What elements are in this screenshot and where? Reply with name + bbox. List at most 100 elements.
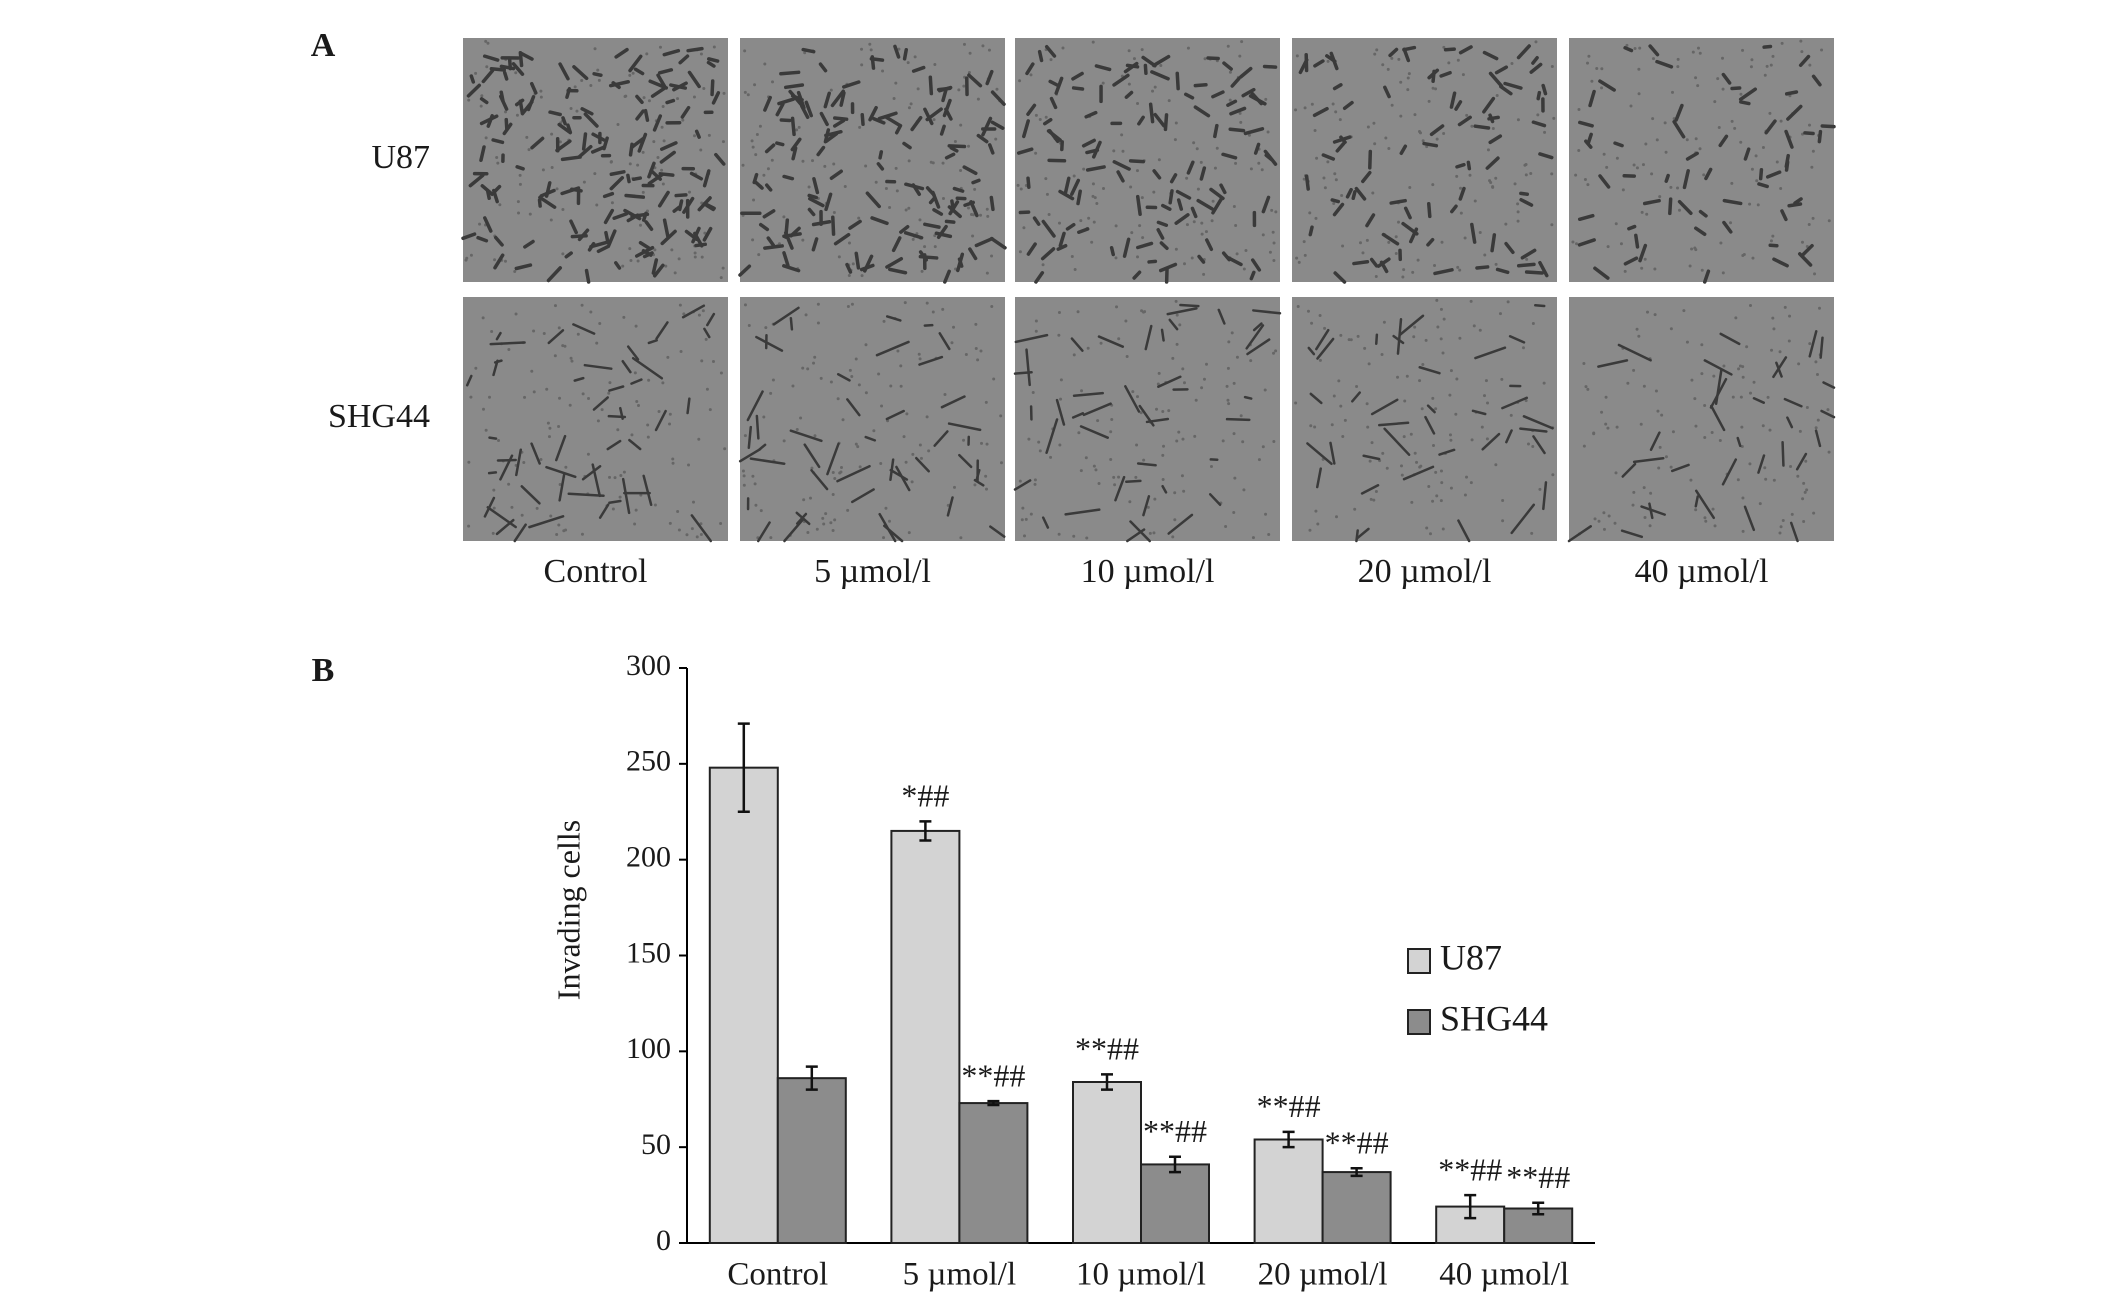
cell: [609, 176, 625, 191]
pore: [1669, 327, 1673, 331]
pore: [1390, 103, 1394, 107]
pore: [467, 460, 471, 464]
cell: [1764, 119, 1777, 135]
cell: [1071, 86, 1085, 91]
pore: [985, 207, 989, 211]
pore: [1113, 483, 1117, 487]
pore: [1772, 327, 1776, 331]
cell: [502, 122, 513, 136]
x-tick-label: 20 µmol/l: [1258, 1257, 1388, 1293]
pore: [542, 331, 546, 335]
cell: [1022, 119, 1030, 139]
pore: [1600, 410, 1604, 414]
pore: [1536, 113, 1540, 117]
pore: [1478, 328, 1482, 332]
pore: [813, 355, 817, 359]
pore: [1716, 77, 1720, 81]
pore: [1402, 435, 1406, 439]
pore: [607, 391, 611, 395]
pore: [959, 168, 963, 172]
pore: [1741, 529, 1745, 533]
pore: [1550, 223, 1554, 227]
pore: [518, 182, 522, 186]
cell: [1225, 417, 1251, 422]
pore: [1332, 394, 1336, 398]
pore: [1114, 256, 1118, 260]
pore: [888, 205, 892, 209]
pore: [904, 460, 908, 464]
pore: [1803, 490, 1807, 494]
cell: [911, 65, 926, 73]
cell: [523, 239, 535, 249]
cell: [1167, 513, 1194, 535]
cell: [1718, 134, 1729, 148]
cell: [1454, 100, 1463, 111]
micrograph-bg: [463, 297, 728, 541]
pore: [782, 215, 786, 219]
pore: [836, 397, 840, 401]
pore: [1018, 479, 1022, 483]
cell: [1598, 79, 1616, 92]
cell: [546, 266, 563, 283]
cell: [1370, 398, 1399, 416]
pore: [646, 435, 650, 439]
cell: [1228, 127, 1246, 133]
pore: [1694, 508, 1698, 512]
cell: [674, 193, 688, 198]
pore: [695, 535, 699, 539]
cell: [1261, 195, 1271, 214]
pore: [532, 390, 536, 394]
cell: [561, 116, 567, 126]
cell: [631, 176, 642, 182]
pore: [624, 94, 628, 98]
pore: [1632, 368, 1636, 372]
cell: [637, 132, 648, 153]
pore: [527, 148, 531, 152]
pore: [705, 387, 709, 391]
pore: [1644, 142, 1648, 146]
pore: [1194, 398, 1198, 402]
pore: [1522, 346, 1526, 350]
cell: [1634, 233, 1640, 249]
pore: [1228, 98, 1232, 102]
cell: [782, 251, 790, 268]
pore: [1669, 465, 1673, 469]
pore: [959, 536, 963, 540]
cell: [1315, 328, 1330, 351]
pore: [1448, 393, 1452, 397]
pore: [507, 482, 511, 486]
cell: [758, 222, 770, 232]
cell: [1538, 260, 1549, 278]
pore: [1425, 145, 1429, 149]
cell: [650, 86, 667, 98]
error-bar: [987, 1099, 1000, 1107]
pore: [611, 507, 615, 511]
pore: [858, 125, 862, 129]
pore: [1826, 408, 1830, 412]
pore: [1820, 48, 1824, 52]
pore: [1146, 505, 1150, 509]
pore: [1232, 381, 1236, 385]
cell: [481, 68, 495, 84]
pore: [1592, 431, 1596, 435]
pore: [990, 304, 994, 308]
pore: [1193, 434, 1197, 438]
pore: [984, 400, 988, 404]
micrograph: [1013, 297, 1282, 543]
pore: [895, 189, 899, 193]
pore: [899, 364, 903, 368]
pore: [1516, 118, 1520, 122]
pore: [806, 367, 810, 371]
cell: [1026, 176, 1031, 189]
pore: [688, 190, 692, 194]
cell: [824, 129, 843, 138]
cell: [1158, 262, 1178, 273]
cell: [660, 229, 677, 246]
pore: [981, 44, 985, 48]
pore: [1720, 56, 1724, 60]
pore: [1226, 366, 1230, 370]
pore: [848, 368, 852, 372]
pore: [1294, 108, 1298, 112]
cell: [1157, 375, 1182, 388]
pore: [1635, 166, 1639, 170]
